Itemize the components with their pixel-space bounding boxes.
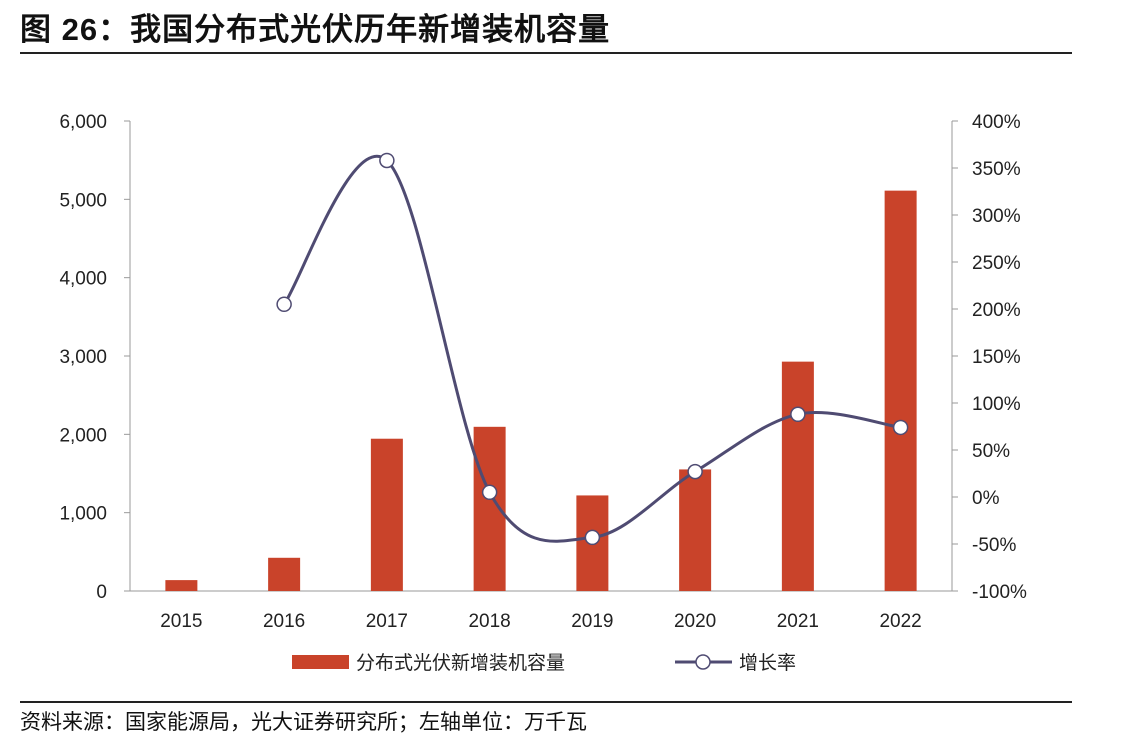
x-axis-tick-label: 2021: [777, 611, 819, 632]
right-axis-tick-label: 100%: [972, 394, 1021, 415]
chart-axes: 6,000 5,000 4,000 3,000 2,000 1,000 0 400% 350% 3…: [59, 112, 1027, 603]
right-axis-tick-label: 0%: [972, 488, 1000, 509]
right-axis-tick-label: 400%: [972, 112, 1021, 133]
bar: [781, 361, 814, 591]
right-axis-tick-label: 50%: [972, 441, 1010, 462]
growth-rate-marker: [584, 529, 601, 546]
right-axis-tick-label: 350%: [972, 159, 1021, 180]
growth-rate-marker: [687, 463, 703, 480]
left-axis-tick-label: 1,000: [59, 504, 107, 525]
bar: [165, 580, 198, 591]
bar: [370, 438, 403, 591]
x-axis-tick-label: 2015: [160, 611, 202, 632]
left-axis-tick-label: 5,000: [59, 190, 107, 211]
growth-rate-line: [282, 155, 901, 543]
right-axis-tick-label: 150%: [972, 347, 1021, 368]
left-axis-tick-label: 0: [96, 582, 107, 603]
bar: [884, 190, 917, 591]
right-axis-tick-label: -100%: [972, 582, 1027, 603]
x-axis-tick-label: 2022: [879, 611, 921, 632]
source-note: 资料来源：国家能源局，光大证券研究所；左轴单位：万千瓦: [20, 711, 587, 734]
bar: [679, 469, 712, 591]
left-axis-tick-label: 3,000: [59, 347, 107, 368]
legend-bar-label: 分布式光伏新增装机容量: [356, 652, 565, 674]
growth-rate-marker: [276, 296, 292, 313]
x-axis-tick-label: 2016: [263, 611, 305, 632]
x-axis-tick-label: 2020: [674, 611, 716, 632]
bar-series: [165, 190, 917, 591]
right-axis-tick-label: 200%: [972, 300, 1021, 321]
left-axis-tick-label: 2,000: [59, 425, 107, 446]
x-axis-labels: 2015 2016 2017 2018 2019 2020 2021 2022: [160, 611, 922, 632]
growth-rate-marker: [892, 419, 909, 436]
x-axis-tick-label: 2017: [366, 611, 408, 632]
right-axis-tick-label: 250%: [972, 253, 1021, 274]
right-axis-tick-label: -50%: [972, 535, 1016, 556]
bar: [268, 557, 301, 591]
x-axis-tick-label: 2018: [468, 611, 510, 632]
growth-rate-marker: [481, 484, 498, 501]
legend-line-label: 增长率: [739, 652, 796, 674]
line-series: [276, 152, 909, 546]
right-axis-tick-label: 300%: [972, 206, 1021, 227]
growth-rate-marker: [790, 406, 806, 423]
legend-bar-swatch: [292, 655, 349, 669]
legend-line-marker: [695, 654, 711, 670]
growth-rate-marker: [379, 152, 395, 169]
left-axis-tick-label: 6,000: [59, 112, 107, 133]
figure-title: 图 26：我国分布式光伏历年新增装机容量: [20, 12, 611, 47]
source-rule: [20, 701, 1072, 703]
x-axis-tick-label: 2019: [571, 611, 613, 632]
left-axis-tick-label: 4,000: [59, 269, 107, 290]
title-rule: [20, 52, 1072, 54]
legend: 分布式光伏新增装机容量 增长率: [292, 652, 796, 674]
